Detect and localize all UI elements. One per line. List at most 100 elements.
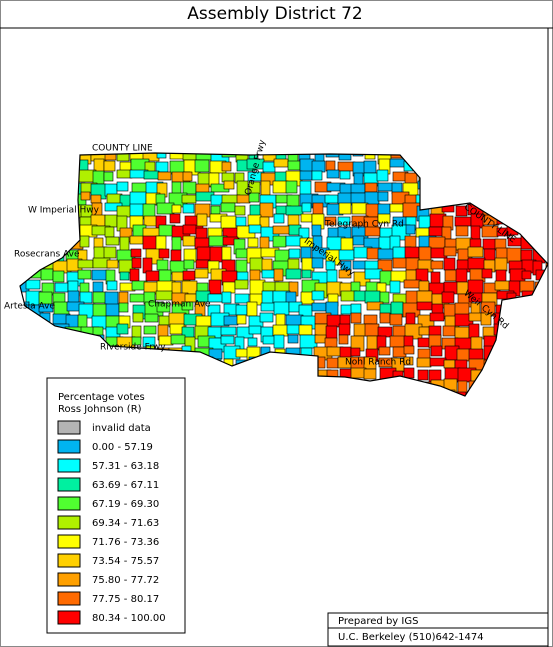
precinct [131, 257, 142, 269]
precinct [26, 259, 46, 270]
legend-label: 80.34 - 100.00 [92, 613, 166, 624]
precinct [181, 194, 197, 204]
precinct [443, 257, 456, 271]
precinct [364, 182, 378, 193]
precinct [545, 192, 548, 209]
precinct [38, 158, 57, 172]
precinct [483, 378, 499, 388]
precinct [156, 202, 175, 215]
precinct [495, 389, 515, 396]
precinct [519, 336, 533, 352]
precinct [288, 357, 304, 369]
precinct [272, 358, 287, 369]
precinct [20, 314, 35, 331]
precinct [77, 314, 88, 329]
precinct [26, 390, 39, 396]
street-label: Rosecrans Ave [14, 250, 80, 260]
precinct [535, 392, 548, 396]
precinct [103, 171, 114, 182]
precinct [222, 368, 235, 382]
precinct [337, 161, 356, 172]
precinct [468, 183, 481, 194]
precinct [470, 153, 490, 163]
precinct [301, 202, 312, 213]
precinct [377, 326, 393, 338]
precinct [194, 268, 209, 279]
precinct [65, 334, 83, 348]
precinct [496, 182, 515, 195]
legend-label: 73.54 - 75.57 [92, 556, 159, 567]
precinct [25, 279, 41, 290]
precinct [20, 368, 30, 380]
precinct [454, 216, 472, 227]
precinct [155, 358, 170, 373]
precinct [363, 381, 374, 396]
precinct [428, 159, 440, 171]
precinct [79, 235, 90, 248]
precinct [533, 378, 548, 392]
precinct [260, 357, 273, 373]
precinct [311, 257, 324, 269]
precinct [272, 370, 288, 385]
precinct [181, 280, 198, 295]
precinct [273, 158, 289, 168]
precinct [53, 159, 66, 172]
precinct [364, 268, 383, 280]
precinct [325, 153, 340, 158]
precinct [353, 172, 364, 186]
precinct [457, 191, 469, 201]
legend-swatch [57, 496, 81, 511]
precinct [519, 280, 535, 293]
precinct [92, 356, 110, 367]
precinct [417, 391, 431, 396]
precinct [260, 180, 271, 196]
precinct [376, 169, 389, 182]
precinct [470, 336, 483, 351]
precinct [158, 248, 170, 259]
precinct [273, 301, 290, 316]
precinct [20, 224, 34, 238]
precinct [194, 159, 210, 173]
precinct [182, 171, 193, 182]
precinct [67, 153, 79, 160]
precinct [26, 335, 45, 347]
legend-swatch [57, 591, 81, 606]
precinct [248, 325, 262, 335]
precinct [156, 153, 167, 159]
precinct [521, 270, 532, 280]
precinct [287, 334, 299, 344]
precinct [299, 334, 318, 349]
precinct [54, 282, 69, 293]
precinct [467, 257, 486, 270]
legend-title: Ross Johnson (R) [58, 404, 142, 415]
precinct [443, 191, 461, 204]
precinct [262, 161, 276, 173]
precinct [455, 268, 468, 283]
precincts [20, 153, 548, 396]
precinct [519, 356, 539, 370]
precinct [339, 170, 351, 180]
precinct [20, 270, 24, 287]
precinct [157, 171, 172, 181]
precinct [106, 280, 118, 291]
precinct [339, 381, 353, 396]
precinct [350, 381, 370, 396]
precinct [300, 358, 315, 368]
precinct [311, 290, 325, 301]
precinct [20, 357, 23, 370]
precinct [233, 379, 253, 395]
precinct [376, 379, 390, 395]
precinct [496, 153, 510, 165]
precinct [389, 203, 404, 213]
precinct [182, 235, 196, 247]
precinct [221, 291, 232, 304]
precinct [300, 213, 313, 223]
precinct [273, 268, 284, 282]
precinct [92, 281, 104, 293]
footer-box [327, 612, 549, 647]
precinct [480, 392, 495, 396]
precinct [27, 323, 40, 335]
precinct [522, 213, 542, 224]
precinct [338, 269, 352, 279]
